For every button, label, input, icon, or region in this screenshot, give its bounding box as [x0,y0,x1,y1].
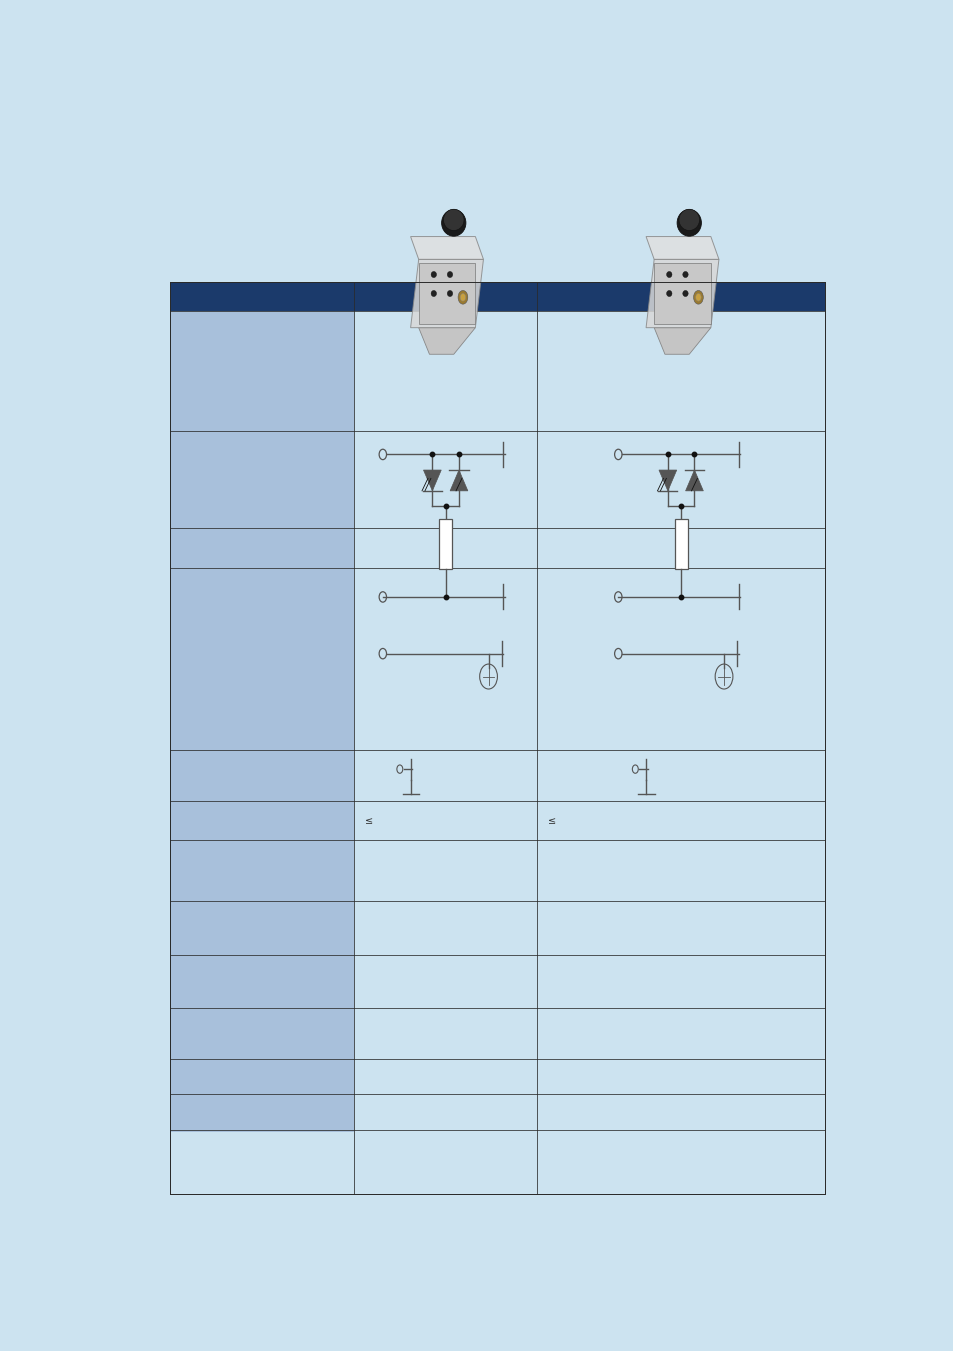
Bar [674,519,687,569]
Circle shape [459,293,465,301]
Bar [170,282,824,1194]
Polygon shape [645,236,719,259]
Polygon shape [450,470,467,490]
Polygon shape [645,259,719,328]
Circle shape [457,290,467,304]
Ellipse shape [447,272,453,277]
Ellipse shape [677,209,700,236]
Polygon shape [654,263,710,324]
Polygon shape [685,470,702,490]
Ellipse shape [441,209,465,236]
Bar [170,311,354,1132]
Ellipse shape [682,272,687,277]
Polygon shape [654,328,710,354]
Ellipse shape [447,290,453,296]
Polygon shape [410,259,483,328]
Bar [438,519,452,569]
Polygon shape [410,236,483,259]
Ellipse shape [679,209,699,231]
Polygon shape [418,328,475,354]
Ellipse shape [666,290,671,296]
Text: ≤: ≤ [547,816,556,825]
Circle shape [695,293,700,301]
Polygon shape [423,470,441,490]
Text: ≤: ≤ [365,816,374,825]
Bar [170,282,824,311]
Ellipse shape [682,290,687,296]
Polygon shape [659,470,676,490]
Ellipse shape [431,290,436,296]
Ellipse shape [431,272,436,277]
Circle shape [693,290,702,304]
Ellipse shape [443,209,463,231]
Ellipse shape [666,272,671,277]
Polygon shape [418,263,475,324]
